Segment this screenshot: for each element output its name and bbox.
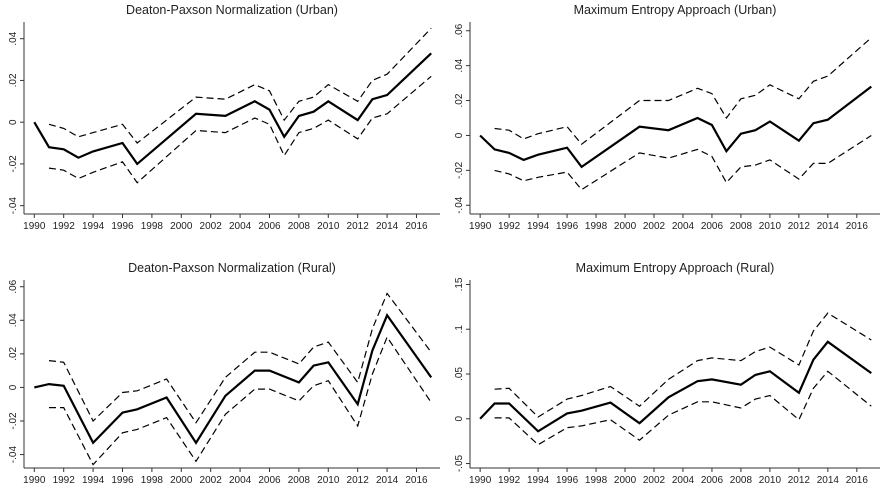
panel-title: Maximum Entropy Approach (Rural) — [576, 261, 775, 275]
x-tick-label: 2002 — [643, 221, 666, 232]
ci-line — [48, 75, 432, 184]
y-tick-label: .02 — [8, 346, 19, 360]
x-tick-label: 2010 — [317, 221, 340, 232]
x-tick-label: 1990 — [23, 475, 46, 486]
y-tick-label: -.04 — [8, 446, 19, 464]
x-tick-label: 2000 — [170, 475, 193, 486]
x-tick-label: 1994 — [527, 475, 550, 486]
x-tick-label: 1994 — [82, 475, 105, 486]
x-tick-label: 2010 — [317, 475, 340, 486]
x-tick-label: 2008 — [288, 475, 311, 486]
x-tick-label: 1996 — [556, 221, 579, 232]
panel-title: Deaton-Paxson Normalization (Urban) — [126, 3, 338, 17]
x-tick-label: 2000 — [614, 221, 637, 232]
x-tick-label: 2016 — [846, 475, 869, 486]
x-tick-label: 2014 — [817, 221, 840, 232]
x-tick-label: 2006 — [701, 221, 724, 232]
x-tick-label: 1998 — [585, 221, 608, 232]
x-tick-label: 2004 — [229, 475, 252, 486]
y-tick-label: .04 — [454, 58, 465, 72]
x-tick-label: 2012 — [347, 221, 370, 232]
x-tick-label: 2006 — [258, 221, 281, 232]
panel: Deaton-Paxson Normalization (Urban) -.04 -… — [8, 3, 440, 232]
panel-title: Maximum Entropy Approach (Urban) — [574, 3, 777, 17]
x-tick-label: 2000 — [614, 475, 637, 486]
x-tick-label: 1996 — [556, 475, 579, 486]
x-tick-label: 2012 — [788, 221, 811, 232]
x-tick-label: 1998 — [141, 475, 164, 486]
y-tick-label: .1 — [454, 325, 465, 334]
x-tick-label: 2006 — [258, 475, 281, 486]
ci-line — [494, 37, 872, 146]
x-tick-label: 1996 — [111, 475, 134, 486]
x-tick-label: 2012 — [347, 475, 370, 486]
x-tick-label: 2004 — [672, 221, 695, 232]
y-tick-label: -.04 — [8, 197, 19, 215]
x-tick-label: 1994 — [82, 221, 105, 232]
y-tick-label: 0 — [454, 416, 465, 422]
x-tick-label: 2016 — [405, 221, 428, 232]
x-tick-label: 2014 — [817, 475, 840, 486]
y-tick-label: .02 — [454, 93, 465, 107]
y-tick-label: .05 — [454, 367, 465, 381]
x-tick-label: 2014 — [376, 475, 399, 486]
y-tick-label: -.02 — [8, 412, 19, 430]
x-tick-label: 1992 — [53, 475, 76, 486]
panel-title: Deaton-Paxson Normalization (Rural) — [128, 261, 336, 275]
y-tick-label: 0 — [8, 384, 19, 390]
panel: Maximum Entropy Approach (Urban) -.04 -.02… — [454, 3, 880, 232]
estimate-line — [479, 340, 872, 433]
x-tick-label: 2016 — [405, 475, 428, 486]
x-tick-label: 1992 — [53, 221, 76, 232]
x-tick-label: 1990 — [469, 475, 492, 486]
y-tick-label: .04 — [8, 31, 19, 45]
x-tick-label: 1998 — [585, 475, 608, 486]
panel: Deaton-Paxson Normalization (Rural) -.04 -… — [8, 261, 440, 486]
x-tick-label: 1990 — [23, 221, 46, 232]
estimate-line — [479, 85, 872, 169]
x-tick-label: 2010 — [759, 221, 782, 232]
x-tick-label: 1998 — [141, 221, 164, 232]
y-tick-label: -.02 — [8, 155, 19, 173]
x-tick-label: 2014 — [376, 221, 399, 232]
panel: Maximum Entropy Approach (Rural) -.05 0 .05… — [454, 261, 880, 486]
ci-line — [494, 312, 872, 418]
y-tick-label: 0 — [454, 132, 465, 138]
y-tick-label: -.02 — [454, 161, 465, 179]
y-tick-label: 0 — [8, 119, 19, 125]
x-tick-label: 2008 — [730, 221, 753, 232]
ci-line — [48, 27, 432, 144]
estimate-line — [33, 52, 432, 166]
y-tick-label: .04 — [8, 313, 19, 327]
y-tick-label: .15 — [454, 277, 465, 291]
x-tick-label: 2012 — [788, 475, 811, 486]
x-tick-label: 1992 — [498, 221, 521, 232]
x-tick-label: 2000 — [170, 221, 193, 232]
y-tick-label: -.05 — [454, 454, 465, 472]
x-tick-label: 2004 — [672, 475, 695, 486]
x-tick-label: 2006 — [701, 475, 724, 486]
x-tick-label: 2008 — [730, 475, 753, 486]
x-tick-label: 2008 — [288, 221, 311, 232]
ci-line — [49, 335, 432, 466]
x-tick-label: 1992 — [498, 475, 521, 486]
x-tick-label: 1996 — [111, 221, 134, 232]
x-tick-label: 2002 — [643, 475, 666, 486]
x-tick-label: 2010 — [759, 475, 782, 486]
x-tick-label: 2004 — [229, 221, 252, 232]
ci-line — [494, 134, 872, 191]
x-tick-label: 2002 — [200, 475, 223, 486]
x-tick-label: 1994 — [527, 221, 550, 232]
y-tick-label: .06 — [8, 279, 19, 293]
x-tick-label: 2016 — [846, 221, 869, 232]
y-tick-label: .06 — [454, 23, 465, 37]
y-tick-label: -.04 — [454, 196, 465, 214]
x-tick-label: 2002 — [200, 221, 223, 232]
ci-line — [48, 292, 432, 424]
estimate-line — [34, 313, 433, 445]
x-tick-label: 1990 — [469, 221, 492, 232]
y-tick-label: .02 — [8, 73, 19, 87]
ci-line — [494, 370, 872, 446]
